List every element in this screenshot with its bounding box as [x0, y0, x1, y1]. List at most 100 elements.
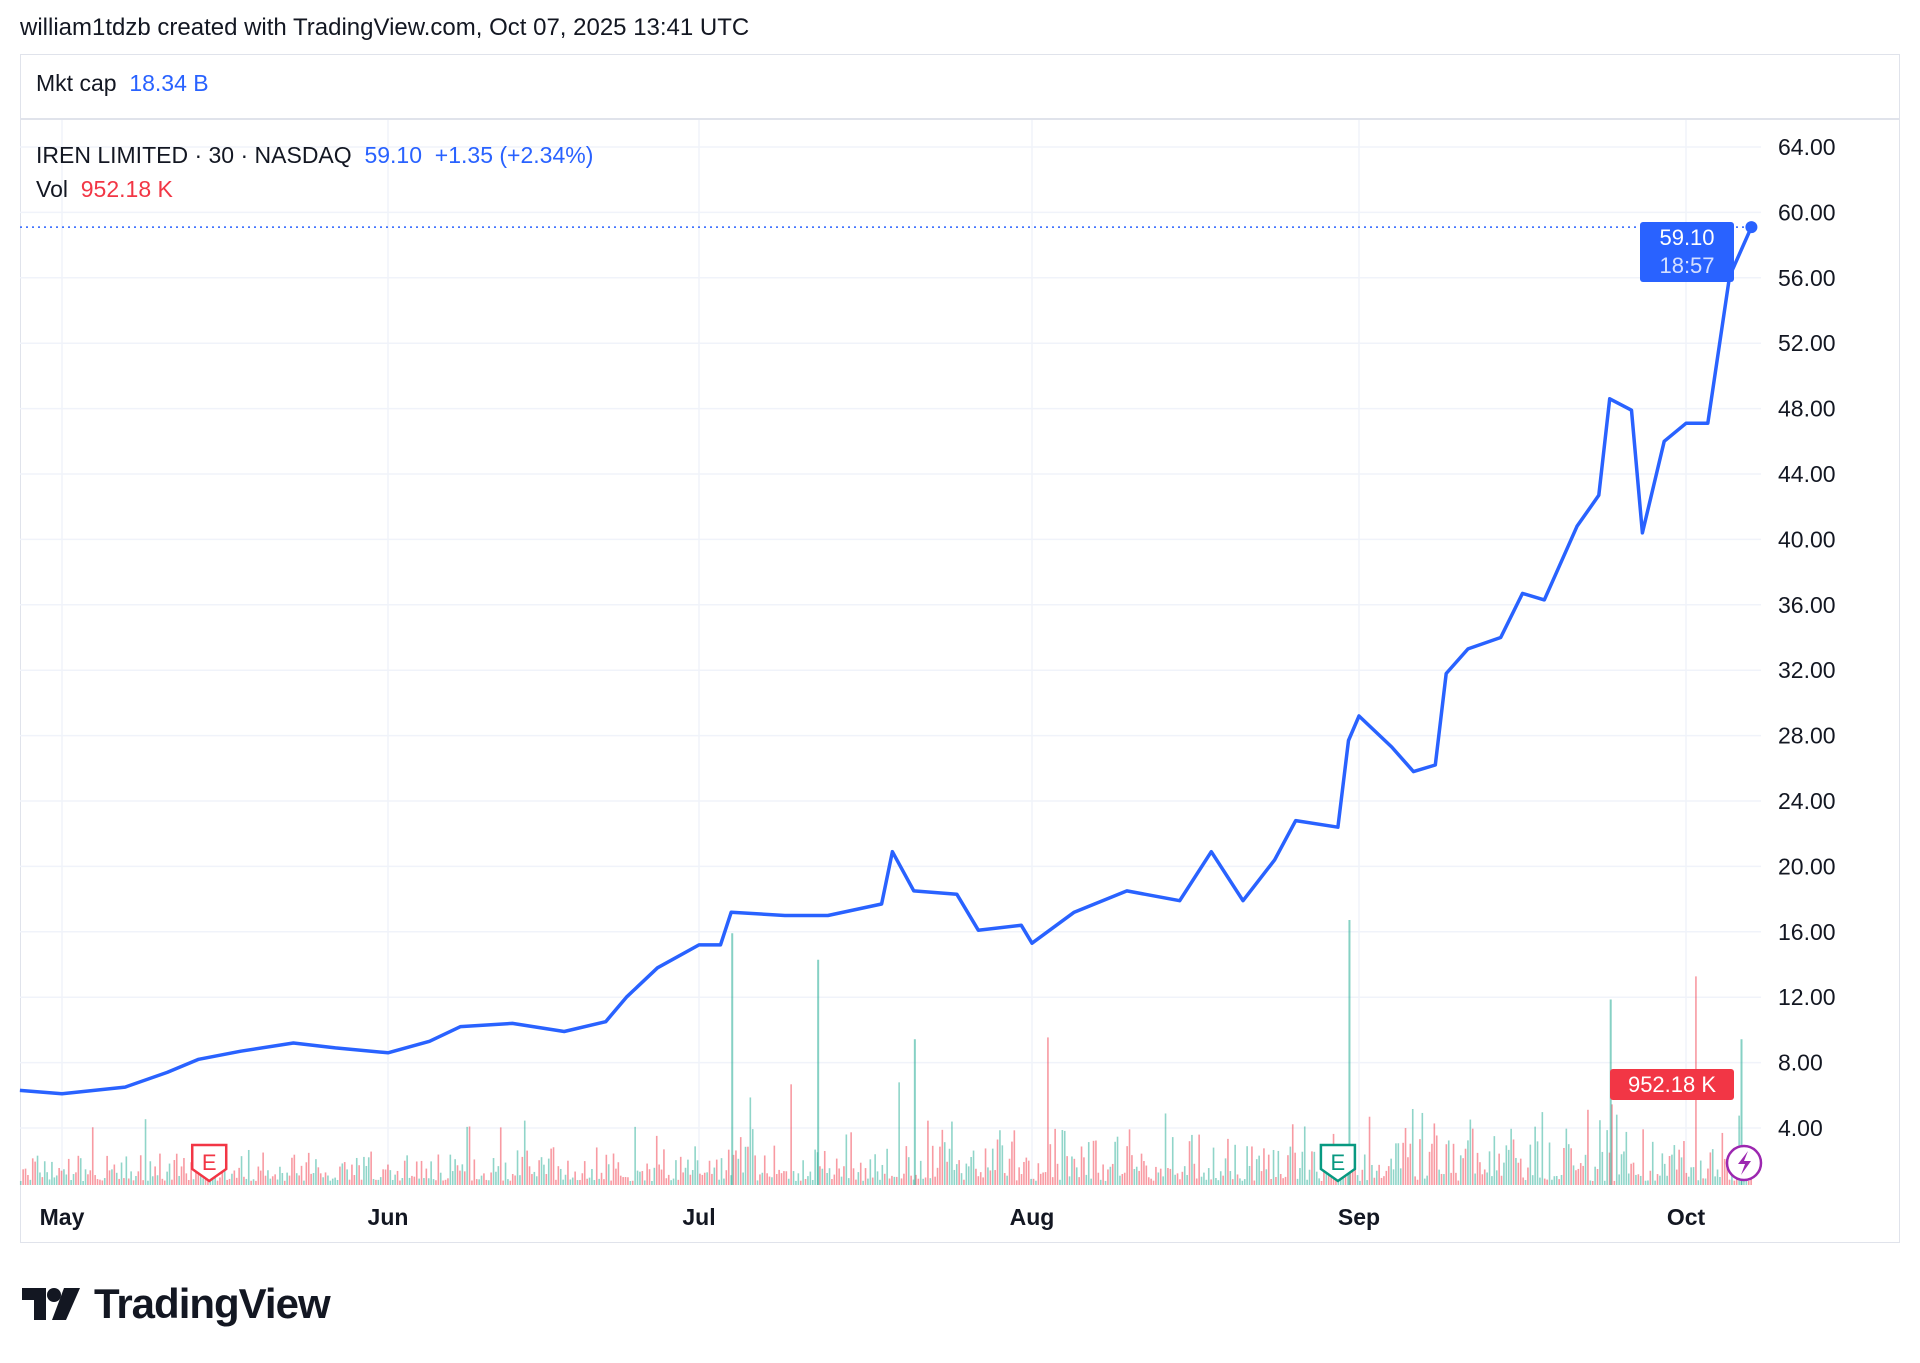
volume-bar [360, 1179, 363, 1185]
volume-bar [1423, 1178, 1426, 1185]
volume-bar [1651, 1141, 1654, 1185]
volume-bar [1205, 1179, 1208, 1185]
volume-bar [641, 1171, 644, 1185]
volume-bar [1577, 1168, 1580, 1185]
volume-bar [1500, 1175, 1503, 1185]
volume-bar [1356, 1175, 1359, 1185]
volume-bar [1618, 1174, 1620, 1185]
volume-bar [792, 1171, 795, 1185]
volume-bar [519, 1175, 521, 1185]
volume-bar [1599, 1120, 1601, 1185]
volume-bar [843, 1166, 845, 1185]
volume-bar [1291, 1124, 1294, 1185]
volume-bar [420, 1160, 423, 1185]
volume-bar [173, 1160, 176, 1185]
volume-bars [19, 920, 1752, 1185]
market-cap: Mkt cap 18.34 B [36, 70, 209, 97]
volume-bar [1270, 1179, 1272, 1185]
volume-bar [240, 1156, 243, 1185]
volume-bar [142, 1180, 144, 1185]
volume-bar [197, 1172, 200, 1185]
volume-bar [761, 1172, 764, 1185]
earnings-marker: E [190, 1143, 228, 1183]
volume-bar [113, 1164, 116, 1185]
volume-bar [1635, 1174, 1637, 1185]
volume-bar [1241, 1180, 1244, 1185]
y-tick-label: 4.00 [1778, 1115, 1823, 1141]
volume-bar [447, 1178, 449, 1185]
volume-bar [763, 1155, 766, 1185]
volume-bar [485, 1179, 488, 1185]
volume-bar [1608, 1152, 1611, 1185]
volume-bar [1210, 1179, 1212, 1185]
volume-bar [396, 1170, 399, 1185]
volume-bar [1359, 1180, 1361, 1185]
volume-bar [295, 1173, 298, 1185]
volume-bar [864, 1168, 867, 1185]
y-tick-label: 56.00 [1778, 265, 1836, 291]
volume-bar [1049, 1144, 1052, 1185]
volume-bar [1073, 1158, 1076, 1185]
volume-bar [1673, 1145, 1676, 1185]
volume-bar [744, 1146, 747, 1185]
volume-bar [1087, 1142, 1090, 1185]
volume-bar [535, 1176, 538, 1185]
last-price-dot [1745, 221, 1758, 234]
x-tick-label: May [40, 1204, 85, 1230]
volume-bar [358, 1165, 360, 1185]
y-tick-label: 12.00 [1778, 984, 1836, 1010]
tradingview-logo[interactable]: TradingView [22, 1280, 331, 1328]
volume-bar [1486, 1172, 1488, 1185]
volume-bar [1207, 1168, 1210, 1185]
volume-bar [660, 1169, 663, 1185]
volume-bar [1015, 1180, 1018, 1185]
volume-bar [1308, 1169, 1311, 1185]
volume-bar [874, 1154, 876, 1185]
volume-bar [586, 1178, 588, 1185]
volume-bar [367, 1157, 370, 1185]
volume-bar [461, 1164, 464, 1185]
volume-bar [384, 1169, 387, 1185]
earnings-label: E [1331, 1150, 1346, 1175]
volume-bar [425, 1168, 428, 1185]
volume-bar [317, 1167, 320, 1185]
volume-bar [727, 1149, 730, 1185]
volume-bar [867, 1178, 869, 1185]
volume-bar [1039, 1173, 1042, 1185]
volume-bar [653, 1167, 656, 1185]
volume-bar [1080, 1146, 1083, 1185]
volume-bar [255, 1180, 257, 1185]
volume-bar [1107, 1169, 1109, 1185]
volume-bar [103, 1178, 106, 1185]
volume-bar [1188, 1141, 1191, 1185]
volume-bar [1661, 1153, 1664, 1185]
volume-bar [936, 1167, 939, 1185]
volume-bar [1452, 1143, 1455, 1185]
volume-bar [1044, 1172, 1047, 1185]
volume-bar [1438, 1169, 1440, 1185]
volume-bar [291, 1157, 293, 1185]
volume-bar [111, 1169, 113, 1185]
volume-bar [1143, 1161, 1145, 1185]
volume-bar [1099, 1179, 1102, 1185]
volume-bar [1102, 1164, 1104, 1185]
volume-bar [1385, 1170, 1388, 1185]
volume-bar [1020, 1174, 1023, 1185]
volume-bar [869, 1159, 872, 1185]
volume-bar [315, 1159, 317, 1185]
volume-bar [1193, 1163, 1196, 1185]
volume-bar [372, 1178, 375, 1185]
volume-bar [1140, 1153, 1143, 1185]
volume-bar [643, 1180, 646, 1185]
volume-bar [1433, 1123, 1436, 1185]
volume-bar [1668, 1156, 1671, 1185]
volume-bar [1001, 1145, 1004, 1185]
volume-bar [415, 1161, 418, 1185]
volume-bar [1131, 1155, 1133, 1185]
volume-bar [1054, 1128, 1056, 1185]
volume-bar [334, 1177, 336, 1185]
volume-bar [1342, 1178, 1344, 1185]
volume-bar [487, 1180, 490, 1185]
volume-bar [75, 1172, 77, 1185]
